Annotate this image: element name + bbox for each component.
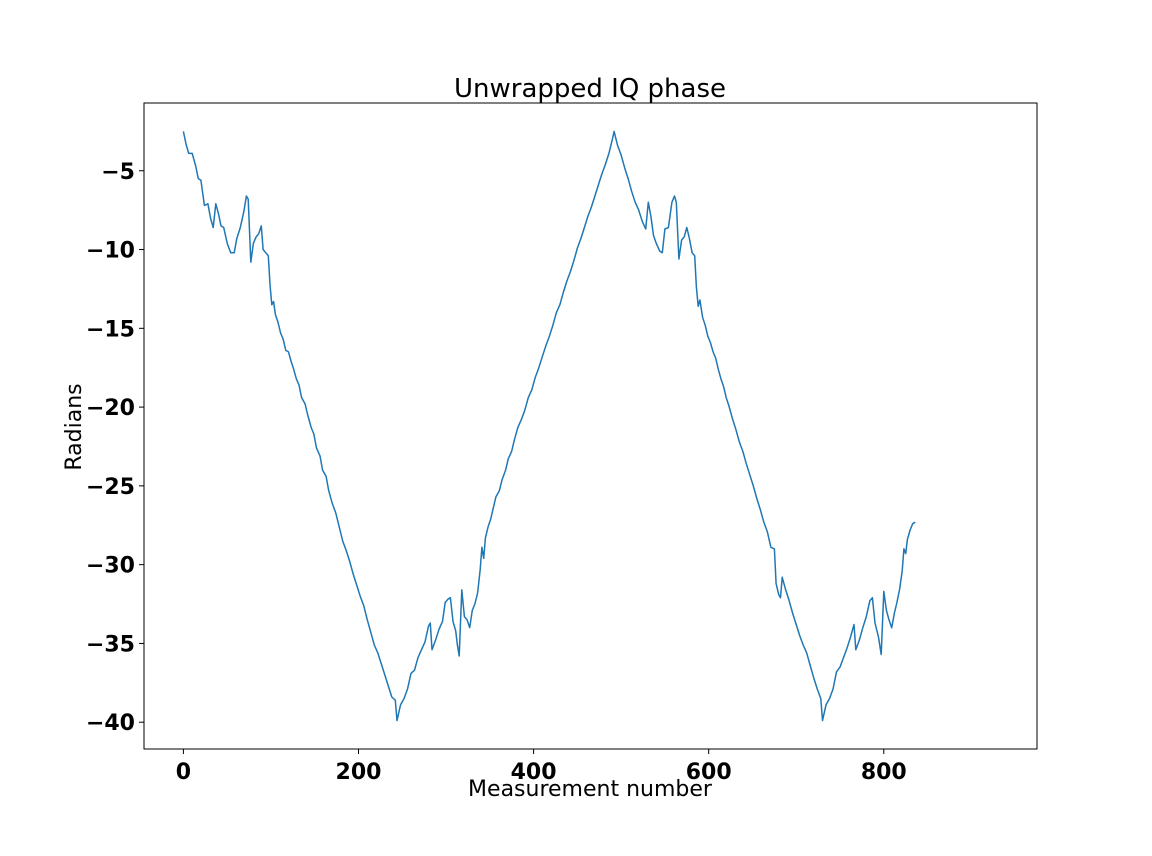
x-axis-label: Measurement number xyxy=(468,777,713,802)
y-tick-label: −25 xyxy=(86,475,135,500)
x-tick-label: 200 xyxy=(336,760,382,785)
y-tick-label: −10 xyxy=(86,239,135,264)
y-axis: −5 −10 −15 −20 −25 −30 −35 −40 xyxy=(86,160,144,736)
y-tick-label: −30 xyxy=(86,554,135,579)
series-line xyxy=(182,130,916,722)
y-tick-label: −40 xyxy=(86,711,135,736)
chart-title: Unwrapped IQ phase xyxy=(454,74,726,104)
y-axis-label: Radians xyxy=(62,383,87,470)
x-axis: 0 200 400 600 800 xyxy=(176,749,907,785)
x-tick-label: 400 xyxy=(511,760,557,785)
y-tick-label: −20 xyxy=(86,396,135,421)
x-tick-label: 800 xyxy=(861,760,907,785)
x-tick-label: 0 xyxy=(176,760,191,785)
plot-frame xyxy=(143,102,1038,750)
x-tick-label: 600 xyxy=(686,760,732,785)
y-tick-label: −15 xyxy=(86,317,135,342)
plot-area xyxy=(182,130,916,722)
y-tick-label: −35 xyxy=(86,632,135,657)
y-tick-label: −5 xyxy=(101,160,135,185)
